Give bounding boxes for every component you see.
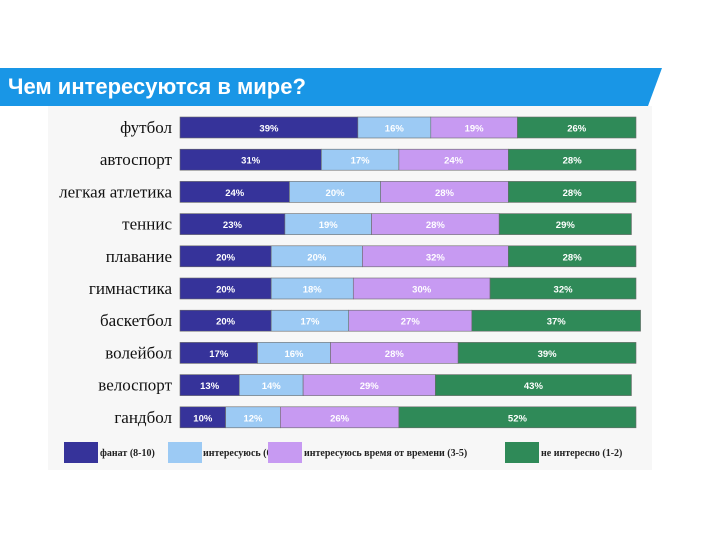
title-banner [0,68,720,106]
data-label: 20% [307,252,327,263]
category-label: гимнастика [89,279,173,298]
stacked-bar-chart: футбол 39% 16% 19% 26% автоспорт 31% 17% 24% 28% л… [59,116,641,463]
data-label: 17% [209,349,229,360]
legend-swatch [168,442,202,463]
data-label: 20% [216,252,236,263]
legend-swatch [505,442,539,463]
legend-swatch [268,442,302,463]
category-label: автоспорт [100,150,173,169]
bar-segment [471,309,641,332]
bar-segment [398,406,637,429]
data-label: 27% [401,317,421,328]
title-banner-shape [0,68,662,106]
bar-segment [489,277,637,300]
data-label: 29% [360,381,380,392]
data-label: 16% [284,349,304,360]
data-label: 32% [426,252,446,263]
data-label: 39% [259,124,279,135]
data-label: 28% [435,188,455,199]
data-label: 39% [538,349,558,360]
data-label: 28% [563,188,583,199]
data-label: 24% [444,156,464,167]
bar-segment [508,181,637,203]
data-label: 20% [216,317,236,328]
data-label: 20% [216,285,236,296]
bar-segment [508,148,637,171]
legend-label: интересуюсь (6-7) [203,448,283,459]
data-label: 26% [330,413,350,424]
legend-label: фанат (8-10) [100,448,155,459]
data-label: 19% [319,220,339,231]
data-label: 43% [524,381,544,392]
data-label: 24% [225,188,245,199]
data-label: 12% [243,413,263,424]
bar-segment [435,374,632,396]
category-label: легкая атлетика [59,182,172,201]
category-label: плавание [106,247,172,266]
data-label: 10% [193,413,213,424]
data-label: 18% [303,285,323,296]
data-label: 32% [554,285,574,296]
category-label: теннис [122,215,172,234]
bar-segment [517,116,637,139]
data-label: 19% [465,124,485,135]
data-label: 28% [426,220,446,231]
legend-label: не интересно (1-2) [541,448,622,459]
bar-segment [457,342,637,364]
data-label: 31% [241,156,261,167]
data-label: 20% [326,188,346,199]
data-label: 23% [223,220,243,231]
data-label: 30% [412,285,432,296]
data-label: 28% [385,349,405,360]
data-label: 13% [200,381,220,392]
data-label: 37% [547,317,567,328]
slide-title: Чем интересуются в мире? [8,74,306,99]
category-label: баскетбол [100,311,172,330]
chart-area: футбол 39% 16% 19% 26% автоспорт 31% 17% 24% 28% л… [48,106,652,470]
data-label: 17% [351,156,371,167]
data-label: 26% [567,124,587,135]
legend-label: интересуюсь время от времени (3-5) [304,448,467,459]
category-label: велоспорт [98,376,172,395]
category-label: волейбол [105,343,172,362]
data-label: 14% [262,381,282,392]
bar-segment [498,213,632,235]
data-label: 52% [508,413,528,424]
bar-segment [508,245,637,268]
data-label: 29% [556,220,576,231]
category-label: футбол [120,118,172,137]
legend-swatch [64,442,98,463]
data-label: 17% [300,317,320,328]
category-label: гандбол [114,408,172,427]
data-label: 16% [385,124,405,135]
data-label: 28% [563,156,583,167]
data-label: 28% [563,252,583,263]
